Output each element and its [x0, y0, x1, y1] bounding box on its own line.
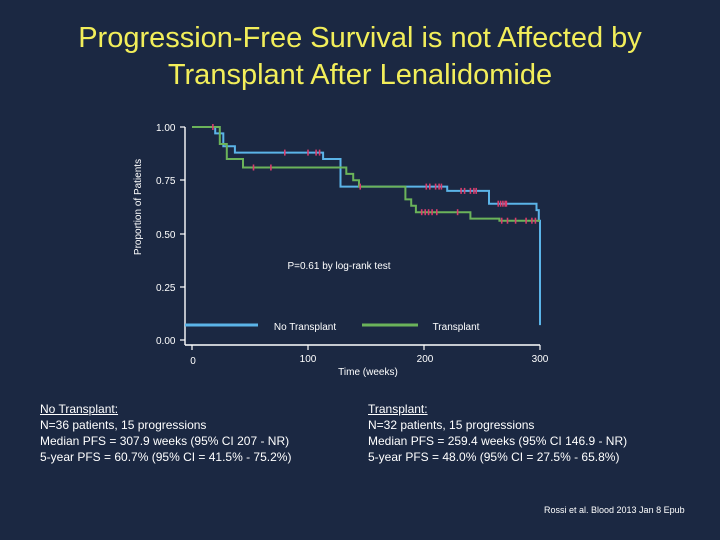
citation: Rossi et al. Blood 2013 Jan 8 Epub — [544, 505, 685, 515]
x-tick-label-200: 200 — [417, 354, 434, 365]
stats-no-transplant: No Transplant: N=36 patients, 15 progres… — [40, 401, 291, 465]
stats-transplant: Transplant: N=32 patients, 15 progressio… — [368, 401, 627, 465]
x-tick-group: 0 100 200 300 — [190, 345, 549, 367]
legend: No Transplant Transplant — [185, 322, 480, 333]
survival-curves — [192, 126, 541, 326]
curve-no-transplant — [192, 126, 541, 326]
y-tick-group: 1.00 0.75 0.50 0.25 0.00 — [156, 123, 185, 347]
censor-marks — [212, 124, 537, 224]
stats-line: Median PFS = 259.4 weeks (95% CI 146.9 -… — [368, 434, 628, 448]
legend-label-transplant: Transplant — [433, 322, 480, 333]
y-tick-label-1: 1.00 — [156, 123, 176, 134]
y-tick-label-025: 0.25 — [156, 283, 176, 294]
x-tick-label-0: 0 — [190, 356, 196, 367]
slide-title: Progression-Free Survival is not Affecte… — [40, 20, 680, 94]
x-axis-label: Time (weeks) — [338, 367, 398, 378]
title-line-1: Progression-Free Survival is not Affecte… — [78, 22, 642, 54]
y-axis-label: Proportion of Patients — [133, 159, 144, 255]
y-tick-label-050: 0.50 — [156, 230, 176, 241]
curve-transplant — [192, 126, 540, 222]
stats-line: 5-year PFS = 60.7% (95% CI = 41.5% - 75.… — [40, 450, 292, 464]
stats-line: Median PFS = 307.9 weeks (95% CI 207 - N… — [40, 434, 290, 448]
stats-line: N=36 patients, 15 progressions — [40, 418, 207, 432]
x-tick-label-300: 300 — [532, 354, 549, 365]
stats-line: 5-year PFS = 48.0% (95% CI = 27.5% - 65.… — [368, 450, 620, 464]
stats-heading-no-transplant: No Transplant: — [40, 402, 119, 416]
y-tick-label-075: 0.75 — [156, 176, 176, 187]
x-tick-label-100: 100 — [300, 354, 317, 365]
logrank-annotation: P=0.61 by log-rank test — [287, 261, 390, 272]
legend-label-no-transplant: No Transplant — [274, 322, 336, 333]
stats-heading-transplant: Transplant: — [368, 402, 428, 416]
stats-line: N=32 patients, 15 progressions — [368, 418, 535, 432]
title-line-2: Transplant After Lenalidomide — [167, 59, 553, 91]
y-tick-label-000: 0.00 — [156, 336, 176, 347]
